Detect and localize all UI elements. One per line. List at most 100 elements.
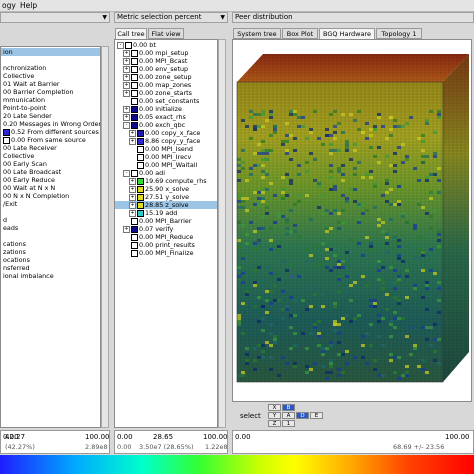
call-tree-item[interactable]: +15.19 add [115,209,217,217]
call-tree-item[interactable]: +0.00 map_zones [115,81,217,89]
metric-tree-item[interactable]: d [1,216,100,224]
expand-icon[interactable]: + [123,105,130,113]
expand-icon[interactable]: + [129,185,136,193]
expand-icon[interactable]: + [129,201,136,209]
expand-icon[interactable]: + [123,81,130,89]
call-tree-item[interactable]: +0.00 initialize [115,105,217,113]
collapse-icon[interactable]: - [123,169,130,177]
metric-scrollbar[interactable] [101,46,109,428]
system-selector[interactable]: Peer distribution [232,12,474,23]
collapse-icon[interactable]: - [117,41,124,49]
metric-tree-item[interactable]: 00 Barrier Completion [1,88,100,96]
metric-tree-item[interactable]: ocations [1,256,100,264]
metric-tree-item[interactable]: zations [1,248,100,256]
call-tree-item[interactable]: +0.00 MPI_Bcast [115,57,217,65]
metric-tree-item[interactable]: /Exit [1,200,100,208]
call-tree-item[interactable]: +8.86 copy_y_face [115,137,217,145]
expand-icon[interactable]: + [129,129,136,137]
call-tree-item[interactable]: +0.00 zone_starts [115,89,217,97]
expand-icon[interactable]: + [123,225,130,233]
metric-tree[interactable]: ion nchronization Collective 01 Wait at Bar… [0,46,101,428]
expand-icon[interactable]: + [123,89,130,97]
topology-canvas[interactable] [232,39,472,402]
metric-tree-item[interactable]: 01 Wait at Barrier [1,80,100,88]
metric-tree-item[interactable] [1,56,100,64]
call-tree-item[interactable]: 0.00 MPI_Irecv [115,153,217,161]
call-tree-item[interactable]: 0.00 MPI_Isend [115,145,217,153]
select-y-e[interactable]: E [310,412,323,419]
metric-tree-item[interactable]: 0.00 From same source [1,136,100,144]
expand-icon[interactable]: + [123,73,130,81]
call-selector[interactable]: Metric selection percent ▼ [114,12,228,23]
select-y-d[interactable]: D [296,412,309,419]
metric-tree-item[interactable]: ion [1,48,100,56]
expand-icon[interactable]: + [123,49,130,57]
metric-selector[interactable]: ▼ [0,12,110,23]
collapse-icon[interactable]: - [123,121,130,129]
call-tree-item[interactable]: +0.00 env_setup [115,65,217,73]
call-tree-item[interactable]: +27.51 y_solve [115,193,217,201]
call-tree-item[interactable]: 0.00 set_constants [115,97,217,105]
tab-flat-view[interactable]: Flat view [148,28,184,39]
select-x-b[interactable]: B [282,404,295,411]
call-tree-item[interactable]: +0.00 zone_setup [115,73,217,81]
metric-tree-item[interactable]: 0.52 From different sources [1,128,100,136]
select-x-axis[interactable]: X [268,404,281,411]
tab-call-tree[interactable]: Call tree [115,28,147,39]
call-scrollbar[interactable] [218,39,226,428]
call-tree-item[interactable]: +0.00 copy_x_face [115,129,217,137]
call-tree-item[interactable]: +25.90 x_solve [115,185,217,193]
metric-tree-item[interactable]: 00 Late Receiver [1,144,100,152]
metric-tree-item[interactable]: 00 Wait at N x N [1,184,100,192]
metric-tree-item[interactable]: eads [1,224,100,232]
call-tree-item[interactable]: - 0.00 bt [115,41,217,49]
call-tree-item[interactable]: +0.00 mpi_setup [115,49,217,57]
call-tree-item[interactable]: +28.85 z_solve [115,201,217,209]
metric-tree-item[interactable] [1,208,100,216]
metric-tree-item[interactable] [1,232,100,240]
menu-topology[interactable]: ogy [2,1,16,10]
call-tree[interactable]: -0.00 bt +0.00 mpi_setup +0.00 MPI_Bcast +0… [114,39,218,428]
metric-tree-item[interactable]: 20 Late Sender [1,112,100,120]
metric-tree-item[interactable]: nsferred [1,264,100,272]
select-y-axis[interactable]: Y [268,412,281,419]
select-z-axis[interactable]: Z [268,420,281,427]
expand-icon[interactable]: + [129,209,136,217]
metric-tree-item[interactable]: ional imbalance [1,272,100,280]
metric-tree-item[interactable]: Point-to-point [1,104,100,112]
metric-tree-item[interactable]: 0.20 Messages in Wrong Order [1,120,100,128]
metric-tree-item[interactable]: Collective [1,72,100,80]
call-tree-item[interactable]: 0.00 MPI_Barrier [115,217,217,225]
menu-help[interactable]: Help [20,1,38,10]
tab-topology-1[interactable]: Topology 1 [376,28,422,39]
hardware-cube-view[interactable] [233,40,472,402]
metric-tree-item[interactable]: 00 Early Scan [1,160,100,168]
select-z-1[interactable]: 1 [282,420,295,427]
tab-box-plot[interactable]: Box Plot [282,28,318,39]
tab-bgq-hardware[interactable]: BGQ Hardware [319,28,375,39]
call-tree-item[interactable]: +0.07 verify [115,225,217,233]
call-tree-item[interactable]: 0.00 print_results [115,241,217,249]
metric-tree-item[interactable]: nchronization [1,64,100,72]
metric-tree-item[interactable]: cations [1,240,100,248]
metric-tree-item[interactable]: 00 N x N Completion [1,192,100,200]
metric-tree-item[interactable]: 00 Late Broadcast [1,168,100,176]
metric-tree-item[interactable]: mmunication [1,96,100,104]
expand-icon[interactable]: + [129,137,136,145]
expand-icon[interactable]: + [123,57,130,65]
tab-system-tree[interactable]: System tree [233,28,281,39]
call-tree-item[interactable]: +0.05 exact_rhs [115,113,217,121]
metric-tree-item[interactable]: Collective [1,152,100,160]
call-tree-item[interactable]: 0.00 MPI_Reduce [115,233,217,241]
expand-icon[interactable]: + [123,65,130,73]
expand-icon[interactable]: + [123,113,130,121]
call-tree-item[interactable]: - 0.00 exch_qbc [115,121,217,129]
select-y-a[interactable]: A [282,412,295,419]
expand-icon[interactable]: + [129,193,136,201]
expand-icon[interactable]: + [129,177,136,185]
call-tree-item[interactable]: 0.00 MPI_Finalize [115,249,217,257]
call-tree-item[interactable]: - 0.00 adi [115,169,217,177]
call-tree-item[interactable]: +19.69 compute_rhs [115,177,217,185]
metric-tree-item[interactable]: 00 Early Reduce [1,176,100,184]
call-tree-item[interactable]: 0.00 MPI_Waitall [115,161,217,169]
